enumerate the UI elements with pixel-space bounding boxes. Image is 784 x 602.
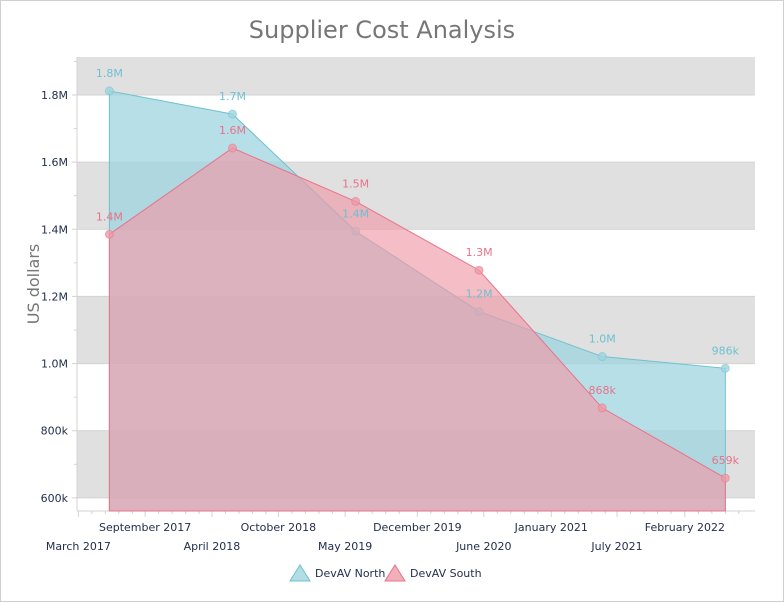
data-point: [597, 352, 607, 362]
x-tick-label: January 2021: [514, 521, 588, 534]
x-tick-label: October 2018: [241, 521, 317, 534]
data-point: [228, 109, 238, 119]
y-axis-label: US dollars: [24, 244, 43, 325]
data-label: 1.2M: [466, 288, 493, 301]
data-point: [104, 229, 114, 239]
data-point: [474, 265, 484, 275]
x-tick-label: April 2018: [184, 540, 241, 553]
data-label: 986k: [712, 344, 740, 357]
x-tick-label: July 2021: [590, 540, 642, 553]
data-label: 1.3M: [466, 246, 493, 259]
y-tick-label: 1.8M: [41, 89, 68, 102]
x-tick-label: September 2017: [99, 521, 191, 534]
y-tick-label: 1.4M: [41, 223, 68, 236]
data-point: [351, 196, 361, 206]
data-label: 1.4M: [342, 207, 369, 220]
y-tick-label: 600k: [41, 492, 69, 505]
grid-band: [77, 57, 755, 95]
legend: DevAV North DevAV South: [289, 564, 482, 582]
data-point: [720, 363, 730, 373]
data-point: [720, 473, 730, 483]
data-label: 1.7M: [219, 90, 246, 103]
y-tick-label: 800k: [41, 425, 69, 438]
x-tick-label: May 2019: [318, 540, 372, 553]
legend-item-label: DevAV North: [315, 567, 385, 580]
x-tick-label: February 2022: [645, 521, 725, 534]
data-label: 1.4M: [96, 210, 123, 223]
x-tick-label: December 2019: [373, 521, 462, 534]
legend-item-label: DevAV South: [410, 567, 482, 580]
data-label: 868k: [589, 384, 617, 397]
legend-triangle-icon: [384, 564, 406, 582]
legend-triangle-icon: [289, 564, 311, 582]
data-point: [228, 143, 238, 153]
y-tick-label: 1.0M: [41, 358, 68, 371]
x-tick-label: June 2020: [455, 540, 511, 553]
data-label: 659k: [712, 454, 740, 467]
y-tick-label: 1.2M: [41, 290, 68, 303]
data-label: 1.6M: [219, 124, 246, 137]
data-label: 1.0M: [589, 333, 616, 346]
data-point: [104, 86, 114, 96]
y-tick-label: 1.6M: [41, 156, 68, 169]
chart-title: Supplier Cost Analysis: [249, 16, 515, 44]
data-label: 1.8M: [96, 67, 123, 80]
x-tick-label: March 2017: [46, 540, 111, 553]
data-label: 1.5M: [342, 177, 369, 190]
data-point: [597, 403, 607, 413]
